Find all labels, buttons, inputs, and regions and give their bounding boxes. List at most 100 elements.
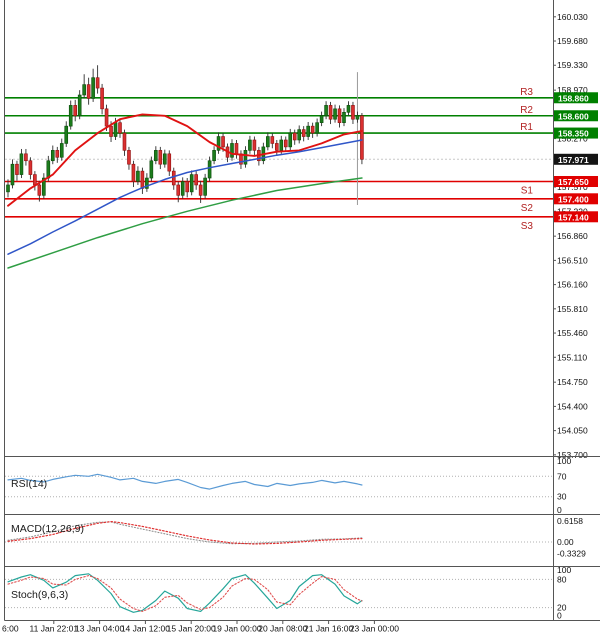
candle-body	[243, 150, 248, 165]
candle-body	[28, 160, 33, 175]
current-price-badge-bg	[554, 153, 598, 165]
candle-body	[131, 163, 136, 182]
candle-body	[154, 150, 158, 162]
candle-body	[337, 108, 342, 123]
candle-body	[113, 122, 118, 137]
resistance-price-badge: 158.860	[558, 93, 589, 103]
time-axis-label: 20 Jan 08:00	[258, 624, 307, 634]
candle-body	[158, 150, 163, 165]
candle-body	[342, 111, 346, 123]
candle-body	[33, 174, 37, 186]
candle-body	[355, 115, 360, 120]
support-price-badge: 157.400	[558, 194, 589, 204]
candle-body	[171, 170, 176, 186]
candle-body	[15, 163, 19, 175]
candle-body	[270, 136, 275, 144]
price-tick-label: 159.330	[557, 60, 588, 70]
candle-body	[59, 143, 64, 158]
candle-body	[6, 184, 10, 193]
price-tick-label: 155.460	[557, 328, 588, 338]
candle-body	[212, 150, 216, 162]
time-axis-label: 11 Jan 22:01	[30, 624, 79, 634]
price-tick-label: 157.570	[557, 182, 588, 192]
candle-body	[301, 129, 306, 137]
price-tick-label: 154.050	[557, 426, 588, 436]
ma-fast-line	[7, 113, 363, 207]
candle-body	[163, 153, 167, 165]
ma-mid-line	[7, 139, 363, 255]
candle-body	[288, 132, 293, 148]
resistance-label-R1: R1	[520, 122, 533, 133]
candle-body	[82, 84, 86, 96]
candle-body	[283, 139, 288, 148]
candle-body	[230, 143, 234, 158]
support-price-badge-bg	[554, 193, 598, 205]
price-tick-label: 154.400	[557, 401, 588, 411]
time-axis-label: 21 Jan 16:00	[304, 624, 353, 634]
price-tick-label: 160.030	[557, 12, 588, 22]
price-tick-label: 155.110	[557, 352, 587, 362]
rsi-axis-label: 100	[557, 456, 571, 466]
rsi-axis-label: 70	[557, 471, 567, 481]
current-price-badge: 157.971	[558, 155, 589, 165]
candle-body	[24, 153, 28, 162]
macd-label: MACD(12,26,9)	[11, 523, 84, 535]
price-tick-label: 158.270	[557, 134, 588, 144]
time-axis-label: 13 Jan 04:00	[75, 624, 124, 634]
candle-body	[306, 125, 310, 137]
time-axis-label: 23 Jan 00:00	[350, 624, 399, 634]
candle-body	[360, 115, 364, 160]
candle-body	[68, 105, 73, 127]
rsi-line	[7, 473, 363, 490]
candle-body	[189, 174, 194, 193]
candle-body	[319, 115, 324, 123]
candle-body	[122, 132, 127, 151]
time-axis-label: 6:00	[2, 624, 19, 634]
resistance-price-badge-bg	[554, 110, 598, 122]
rsi-axis-label: 30	[557, 492, 567, 502]
candle-body	[310, 125, 315, 134]
macd-signal-line	[7, 520, 363, 545]
candle-body	[328, 105, 333, 120]
candle-body	[149, 160, 154, 179]
macd-line	[7, 521, 363, 545]
candle-body	[77, 94, 82, 117]
support-price-badge: 157.650	[558, 177, 589, 187]
candle-body	[10, 163, 15, 186]
macd-axis-label: 0.6158	[557, 516, 583, 526]
stoch-d-line	[7, 575, 363, 612]
stoch-label: Stoch(9,6,3)	[11, 589, 69, 601]
support-label-S2: S2	[521, 203, 534, 214]
macd-axis-label: 0.00	[557, 537, 574, 547]
candle-body	[140, 170, 145, 189]
stoch-axis-label: 80	[557, 574, 567, 584]
candle-body	[46, 160, 51, 179]
support-label-S1: S1	[521, 185, 534, 196]
price-tick-label: 156.860	[557, 231, 588, 241]
ma-slow-line	[7, 177, 363, 269]
resistance-label-R3: R3	[520, 87, 533, 98]
candle-body	[37, 184, 42, 196]
candles-layer	[6, 65, 364, 203]
support-price-badge: 157.140	[558, 212, 589, 222]
candle-body	[55, 150, 60, 158]
time-axis-label: 14 Jan 12:00	[121, 624, 170, 634]
candle-body	[86, 84, 91, 99]
candle-body	[221, 136, 225, 148]
candle-body	[216, 136, 221, 151]
candle-body	[234, 143, 239, 155]
price-tick-label: 154.750	[557, 377, 588, 387]
resistance-price-badge-bg	[554, 92, 598, 104]
price-tick-label: 159.680	[557, 36, 588, 46]
resistance-price-badge-bg	[554, 127, 598, 139]
price-tick-label: 155.810	[557, 304, 588, 314]
candle-body	[297, 129, 302, 141]
candle-body	[346, 105, 351, 113]
candle-body	[252, 139, 257, 151]
candle-body	[248, 139, 252, 151]
candle-body	[176, 184, 181, 196]
candle-body	[351, 105, 355, 120]
support-price-badge-bg	[554, 211, 598, 223]
